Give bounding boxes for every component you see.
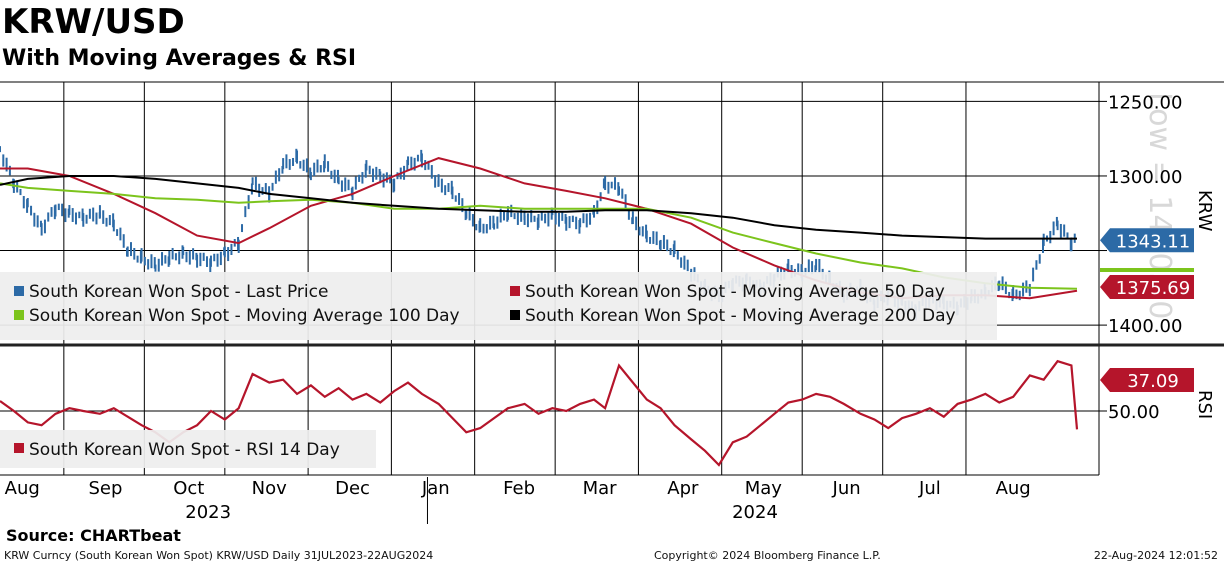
legend-swatch	[14, 443, 24, 453]
price-axis-label: KRW	[1194, 190, 1215, 232]
legend-label: South Korean Won Spot - RSI 14 Day	[29, 440, 340, 460]
legend-label: South Korean Won Spot - Last Price	[29, 282, 328, 302]
last-price-tag: 1343.11	[1116, 231, 1190, 252]
last-price-tag-bg	[1100, 228, 1194, 253]
ma-tag: 1375.69	[1116, 278, 1190, 299]
legend-swatch	[510, 310, 520, 320]
ma100-tag-marker	[1100, 268, 1194, 272]
rsi-legend: South Korean Won Spot - RSI 14 Day	[0, 430, 376, 468]
x-tick-label: Dec	[335, 478, 370, 499]
x-tick-label: May	[745, 478, 783, 499]
rsi-axis-label: RSI	[1194, 390, 1215, 419]
x-tick-label: Aug	[5, 478, 40, 499]
ma-line-2	[0, 182, 1078, 290]
x-tick-label: Nov	[252, 478, 287, 499]
axis-lines	[0, 81, 1224, 476]
x-axis-labels: Aug Sep Oct Nov Dec Jan Feb Mar Apr May Jun Jul Aug 2…	[5, 477, 1031, 524]
y-axis-ticks: 1250.00 1300.00 1400.00 50.00	[1099, 92, 1182, 423]
y-tick-label: 1400.00	[1108, 316, 1182, 337]
footer-center: Copyright© 2024 Bloomberg Finance L.P.	[654, 549, 881, 562]
legend-swatch	[14, 310, 24, 320]
rsi-last-tag: 37.09	[1127, 371, 1179, 392]
legend-swatch	[14, 286, 24, 296]
legend-label: South Korean Won Spot - Moving Average 5…	[525, 282, 945, 302]
ma-line-3	[0, 175, 1077, 240]
y-tick-label: 1250.00	[1108, 92, 1182, 113]
x-tick-label: Jul	[918, 478, 941, 499]
price-legend: South Korean Won Spot - Last Price South …	[0, 272, 997, 340]
x-year-label: 2024	[732, 502, 778, 523]
x-tick-label: Mar	[583, 478, 618, 499]
x-tick-label: Feb	[503, 478, 535, 499]
last-value-tags: 1343.11 1375.69 37.09	[1100, 228, 1194, 392]
rsi-y-tick-label: 50.00	[1108, 402, 1160, 423]
footer-left: KRW Curncy (South Korean Won Spot) KRW/U…	[4, 549, 434, 562]
x-year-label: 2023	[185, 502, 231, 523]
rsi-last-tag-bg	[1100, 368, 1194, 392]
x-tick-label: Jun	[832, 478, 861, 499]
legend-swatch	[510, 286, 520, 296]
footer-right: 22-Aug-2024 12:01:52	[1093, 549, 1218, 562]
chart-subtitle: With Moving Averages & RSI	[2, 46, 357, 71]
ma-tag-bg	[1100, 275, 1194, 299]
legend-label: South Korean Won Spot - Moving Average 2…	[525, 306, 956, 326]
price-legend-box	[0, 272, 997, 340]
rsi-legend-box	[0, 430, 376, 468]
y-tick-label: 1300.00	[1108, 167, 1182, 188]
legend-label: South Korean Won Spot - Moving Average 1…	[29, 306, 460, 326]
chart-title: KRW/USD	[2, 2, 185, 42]
x-tick-label: Apr	[667, 478, 699, 499]
x-tick-label: Jan	[421, 478, 450, 499]
x-tick-label: Oct	[173, 478, 204, 499]
x-tick-label: Aug	[996, 478, 1031, 499]
source-note: Source: CHARTbeat	[6, 526, 181, 545]
x-tick-label: Sep	[89, 478, 123, 499]
